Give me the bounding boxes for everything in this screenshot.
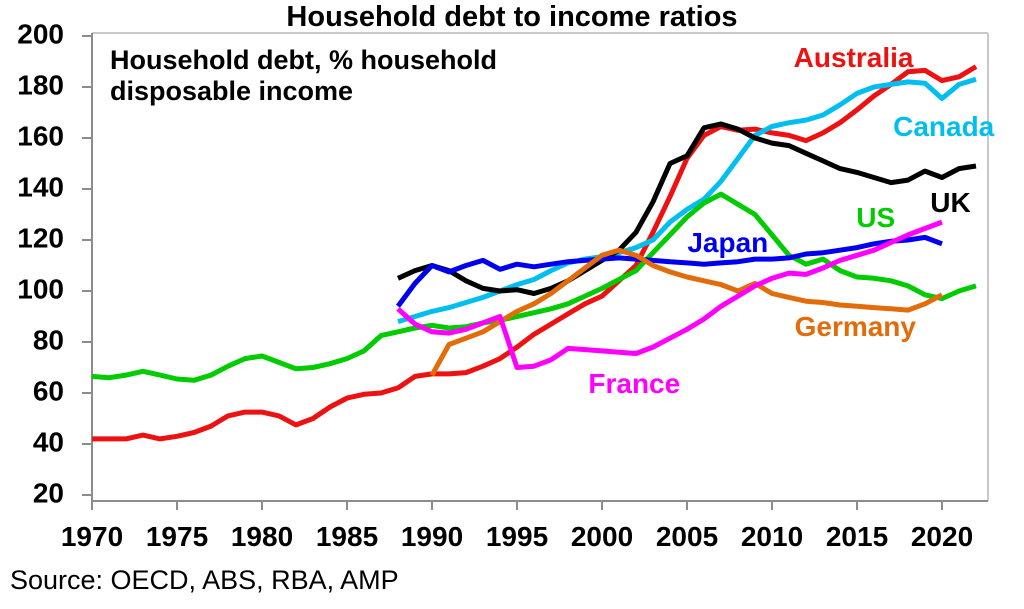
- source-text: Source: OECD, ABS, RBA, AMP: [10, 565, 399, 595]
- x-axis-tick-label: 1990: [400, 521, 464, 552]
- series-label-japan: Japan: [687, 227, 769, 259]
- series-line-france: [396, 219, 943, 370]
- series-line-australia: [92, 64, 978, 442]
- series-line-us: [91, 191, 977, 383]
- x-axis-tick-label: 2020: [910, 521, 974, 552]
- y-axis-tick-label: 140: [17, 171, 64, 203]
- y-axis-tick-label: 40: [32, 426, 64, 458]
- y-axis-tick-label: 100: [17, 273, 64, 305]
- series-label-france: France: [588, 368, 681, 400]
- y-axis-tick-label: 80: [32, 324, 64, 356]
- series-label-us: US: [856, 202, 896, 234]
- series-label-germany: Germany: [794, 310, 916, 342]
- chart-subtitle-line2: disposable income: [110, 76, 354, 106]
- chart-title: Household debt to income ratios: [286, 1, 738, 33]
- series-line-uk: [396, 121, 977, 296]
- y-axis-tick-label: 120: [17, 222, 64, 254]
- x-axis-tick-label: 2010: [740, 521, 804, 552]
- y-axis-tick-label: 60: [32, 375, 64, 407]
- series-label-uk: UK: [930, 187, 971, 219]
- series-line-canada: [397, 76, 977, 324]
- x-axis-tick-label: 1975: [145, 521, 209, 552]
- x-axis-tick-label: 2000: [570, 521, 634, 552]
- series-line-japan: [395, 234, 943, 308]
- series-label-australia: Australia: [793, 41, 914, 73]
- y-axis-tick-label: 180: [17, 69, 64, 101]
- y-axis-tick-label: 160: [17, 120, 64, 152]
- x-axis-tick-label: 2015: [825, 521, 889, 552]
- x-axis-tick-label: 1980: [230, 521, 294, 552]
- series-line-germany: [429, 247, 944, 377]
- chart-subtitle: Household debt, % household disposable i…: [110, 45, 497, 107]
- x-axis-tick-label: 1985: [315, 521, 379, 552]
- series-label-canada: Canada: [893, 110, 995, 142]
- chart-subtitle-line1: Household debt, % household: [110, 45, 497, 75]
- y-axis-tick-label: 20: [32, 477, 64, 509]
- x-axis-tick-label: 2005: [655, 521, 719, 552]
- y-axis-tick-label: 200: [17, 18, 64, 50]
- x-axis-tick-label: 1970: [60, 521, 124, 552]
- x-axis-tick-label: 1995: [485, 521, 549, 552]
